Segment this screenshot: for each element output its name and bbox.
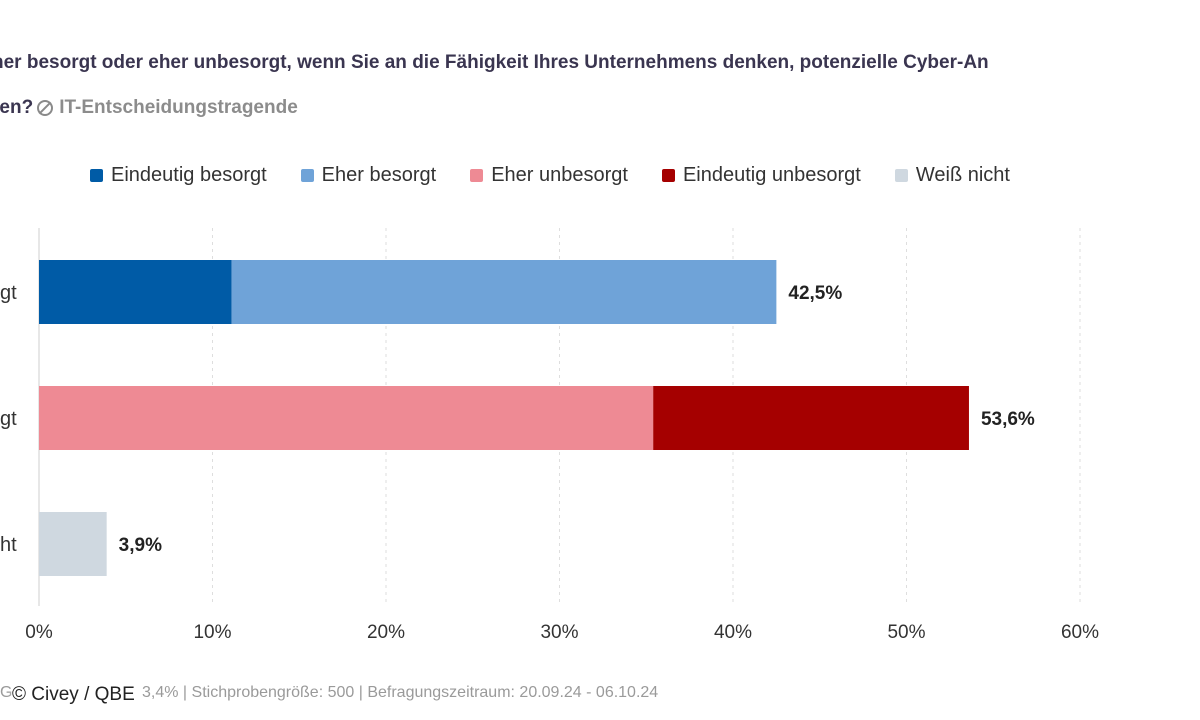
- circle-slash-icon: [37, 100, 54, 116]
- legend-item: Eher besorgt: [300, 163, 437, 187]
- bar-segment: [231, 260, 777, 324]
- x-tick-label: 20%: [367, 622, 405, 643]
- bar-segment: [39, 512, 107, 576]
- chart-title: her besorgt oder eher unbesorgt, wenn Si…: [0, 40, 1200, 130]
- legend-label: Eindeutig unbesorgt: [682, 163, 861, 186]
- total-label: 3,9%: [119, 535, 162, 556]
- footer-stats: 3,4% | Stichprobengröße: 500 | Befragung…: [142, 684, 659, 701]
- legend-swatch: [470, 168, 484, 182]
- legend-item: Eindeutig unbesorgt: [661, 163, 861, 187]
- x-tick-label: 0%: [25, 622, 53, 643]
- legend-label: Eher unbesorgt: [491, 163, 628, 186]
- chart-legend: Eindeutig besorgt Eher besorgt Eher unbeso…: [90, 160, 1044, 190]
- x-tick-label: 60%: [1061, 622, 1099, 643]
- legend-swatch: [661, 168, 675, 182]
- legend-swatch: [894, 168, 908, 182]
- legend-swatch: [300, 168, 314, 182]
- bar-segment: [39, 386, 654, 450]
- title-line-1: her besorgt oder eher unbesorgt, wenn Si…: [0, 52, 989, 73]
- copyright: © Civey / QBE: [12, 684, 135, 705]
- bar-segment: [39, 260, 232, 324]
- x-tick-label: 30%: [540, 622, 578, 643]
- total-label: 53,6%: [981, 409, 1035, 430]
- x-tick-label: 40%: [714, 622, 752, 643]
- legend-item: Eher unbesorgt: [470, 164, 628, 187]
- x-tick-label: 10%: [193, 622, 231, 643]
- legend-label: Eindeutig besorgt: [111, 163, 267, 186]
- footer: G 3,4% | Stichprobengröße: 500 | Befragu…: [0, 684, 658, 702]
- footer-stats-prefix: G: [0, 684, 13, 701]
- legend-item: Weiß nicht: [894, 163, 1010, 187]
- legend-swatch: [90, 168, 103, 182]
- title-line-2-row: ren? IT-Entscheidungstragende: [0, 85, 1200, 130]
- category-label: gt: [0, 408, 17, 430]
- title-line-2: ren?: [0, 97, 34, 118]
- category-label: gt: [0, 282, 17, 304]
- legend-label: Weiß nicht: [915, 163, 1010, 186]
- legend-item: Eindeutig besorgt: [90, 164, 267, 187]
- legend-label: Eher besorgt: [321, 163, 437, 186]
- audience-label: IT-Entscheidungstragende: [59, 97, 298, 118]
- total-label: 42,5%: [788, 283, 842, 304]
- category-label: ht: [0, 534, 17, 556]
- bar-segment: [653, 386, 969, 450]
- x-tick-label: 50%: [887, 622, 925, 643]
